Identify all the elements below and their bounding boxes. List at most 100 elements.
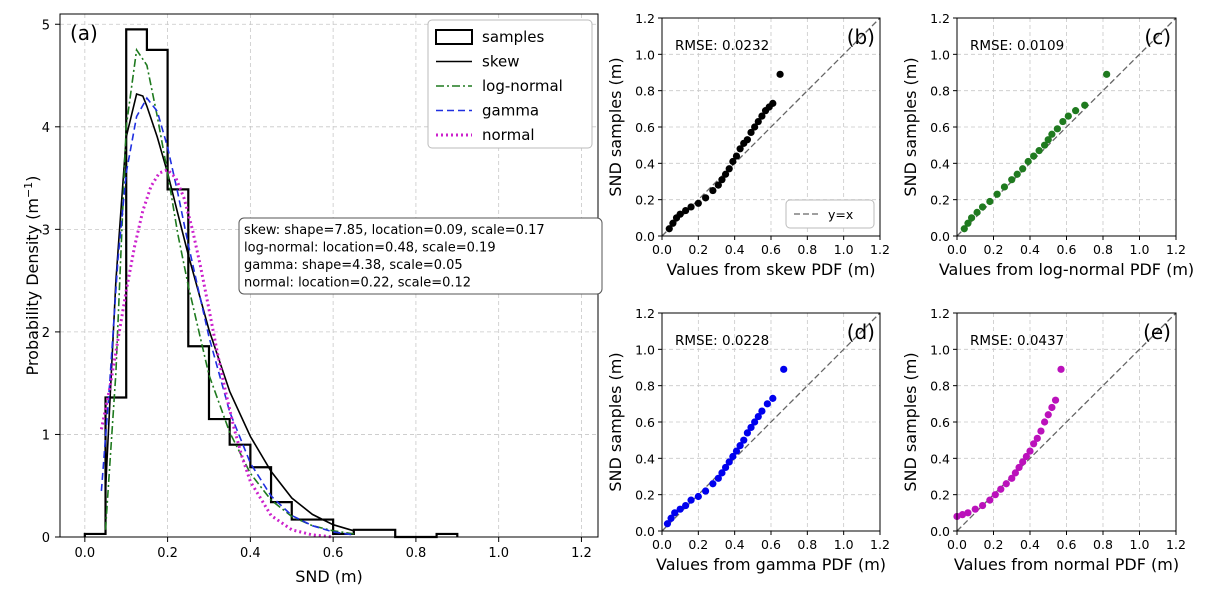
qq-panel-e: 0.00.0 0.2 0.2 0.4 0.4 0.6 0.6 0.8 0.8 1.0 1.0 1.2 1…: [901, 306, 1186, 574]
data-point: [1053, 125, 1061, 133]
data-point: [971, 505, 979, 513]
data-point: [1013, 170, 1021, 178]
x-axis-label: Values from skew PDF (m): [666, 260, 875, 279]
reference-line-y-equals-x: [661, 17, 881, 237]
data-point: [669, 219, 677, 227]
legend-label: gamma: [482, 102, 539, 120]
param-line: skew: shape=7.85, location=0.09, scale=0…: [244, 223, 545, 238]
data-point: [1015, 463, 1023, 472]
data-point: [751, 123, 759, 131]
legend-label: log-normal: [482, 77, 563, 95]
data-point: [1048, 403, 1056, 412]
y-tick-label: 1.0: [635, 342, 655, 357]
data-point: [780, 365, 788, 373]
data-point: [709, 480, 717, 488]
y-tick-label: 0.6: [930, 120, 950, 135]
data-point: [1044, 411, 1052, 419]
data-point: [1008, 474, 1016, 482]
data-point: [991, 491, 999, 499]
panel-label: (c): [1144, 25, 1171, 49]
x-tick-label: 1.2: [1166, 242, 1186, 257]
y-tick-label: 0.6: [930, 415, 950, 430]
data-point: [960, 225, 968, 233]
data-point: [725, 458, 733, 466]
series-normal: [99, 168, 334, 539]
data-point: [758, 407, 766, 415]
data-point: [740, 436, 748, 444]
data-point: [721, 170, 730, 178]
x-tick-label: 0.4: [1020, 537, 1040, 552]
panel-label: (d): [847, 320, 875, 344]
data-point: [694, 492, 702, 501]
data-point: [1024, 157, 1032, 166]
y-axis-label: SND samples (m): [901, 352, 920, 491]
x-tick-label: 0.6: [323, 546, 344, 561]
x-tick-label: 0.4: [725, 242, 745, 257]
x-tick-label: 0.2: [688, 242, 708, 257]
x-tick-label: 1.0: [488, 546, 509, 561]
data-point: [725, 165, 733, 173]
reference-line-y-equals-x: [956, 312, 1177, 532]
y-tick-label: 0.8: [930, 379, 950, 394]
data-point: [676, 505, 684, 513]
x-tick-label: 1.0: [834, 242, 854, 257]
data-point: [1041, 418, 1049, 426]
data-point: [1033, 434, 1041, 442]
x-tick-label: 0.8: [1093, 537, 1113, 552]
x-tick-label: 0.2: [984, 242, 1004, 257]
series-log-normal: [104, 47, 354, 535]
series-skew: [104, 92, 355, 532]
x-axis-label: Values from normal PDF (m): [954, 555, 1179, 574]
x-tick-label: 0.2: [157, 546, 178, 561]
data-point: [718, 176, 726, 184]
x-tick-label: 0.8: [797, 242, 817, 257]
x-tick-label: 0.0: [947, 242, 967, 257]
data-point: [986, 496, 994, 504]
data-point: [676, 210, 684, 218]
data-point: [665, 225, 673, 233]
data-point: [1051, 396, 1060, 404]
legend-swatch-samples: [435, 29, 473, 45]
y-tick-label: 1.0: [635, 47, 655, 62]
x-tick-label: 1.0: [834, 537, 854, 552]
y-tick-label: 0.2: [930, 488, 950, 503]
rmse-label: RMSE: 0.0109: [970, 38, 1064, 54]
data-point: [1048, 130, 1056, 138]
y-tick-label: 1.0: [930, 47, 950, 62]
y-tick-label: 0.0: [930, 524, 950, 539]
data-point: [736, 145, 744, 153]
param-line: gamma: shape=4.38, scale=0.05: [244, 258, 463, 273]
data-point: [968, 214, 976, 222]
x-tick-label: 0.0: [652, 242, 672, 257]
data-point: [964, 219, 972, 227]
data-point: [776, 70, 784, 78]
y-tick-label: 0.0: [635, 229, 655, 244]
y-tick-label: 0.4: [635, 451, 655, 466]
y-tick-label: 1.2: [635, 11, 655, 26]
x-tick-label: 0.4: [725, 537, 745, 552]
param-line: normal: location=0.22, scale=0.12: [244, 276, 471, 291]
legend-label: normal: [482, 126, 535, 144]
data-point: [758, 112, 766, 120]
x-axis-label: Values from log-normal PDF (m): [939, 260, 1194, 279]
y-tick-label: 0.0: [635, 524, 655, 539]
y-axis-label: Probability Density (m−1): [22, 176, 42, 376]
data-point: [687, 203, 695, 211]
data-point: [1008, 176, 1016, 184]
x-tick-label: 0.4: [240, 546, 261, 561]
data-point: [1064, 112, 1072, 120]
y-tick-label: 0.4: [930, 451, 950, 466]
data-point: [1022, 452, 1030, 461]
data-point: [958, 511, 967, 519]
y-tick-label: 2: [42, 326, 50, 341]
x-tick-label: 0.6: [1057, 537, 1077, 552]
reference-line-y-equals-x: [661, 312, 881, 532]
rmse-label: RMSE: 0.0228: [675, 333, 769, 349]
panel-a: 0.0 0.2 0.4 0.6 0.8 1.0 1.2 0 1 2 3 4 5 SND (m) Probab…: [22, 13, 603, 586]
data-point: [978, 501, 987, 510]
y-tick-label: 0.2: [635, 488, 655, 503]
data-point: [754, 117, 762, 126]
x-tick-label: 1.0: [1130, 537, 1150, 552]
y-tick-label: 0.8: [635, 379, 655, 394]
y-tick-label: 0.6: [635, 120, 655, 135]
